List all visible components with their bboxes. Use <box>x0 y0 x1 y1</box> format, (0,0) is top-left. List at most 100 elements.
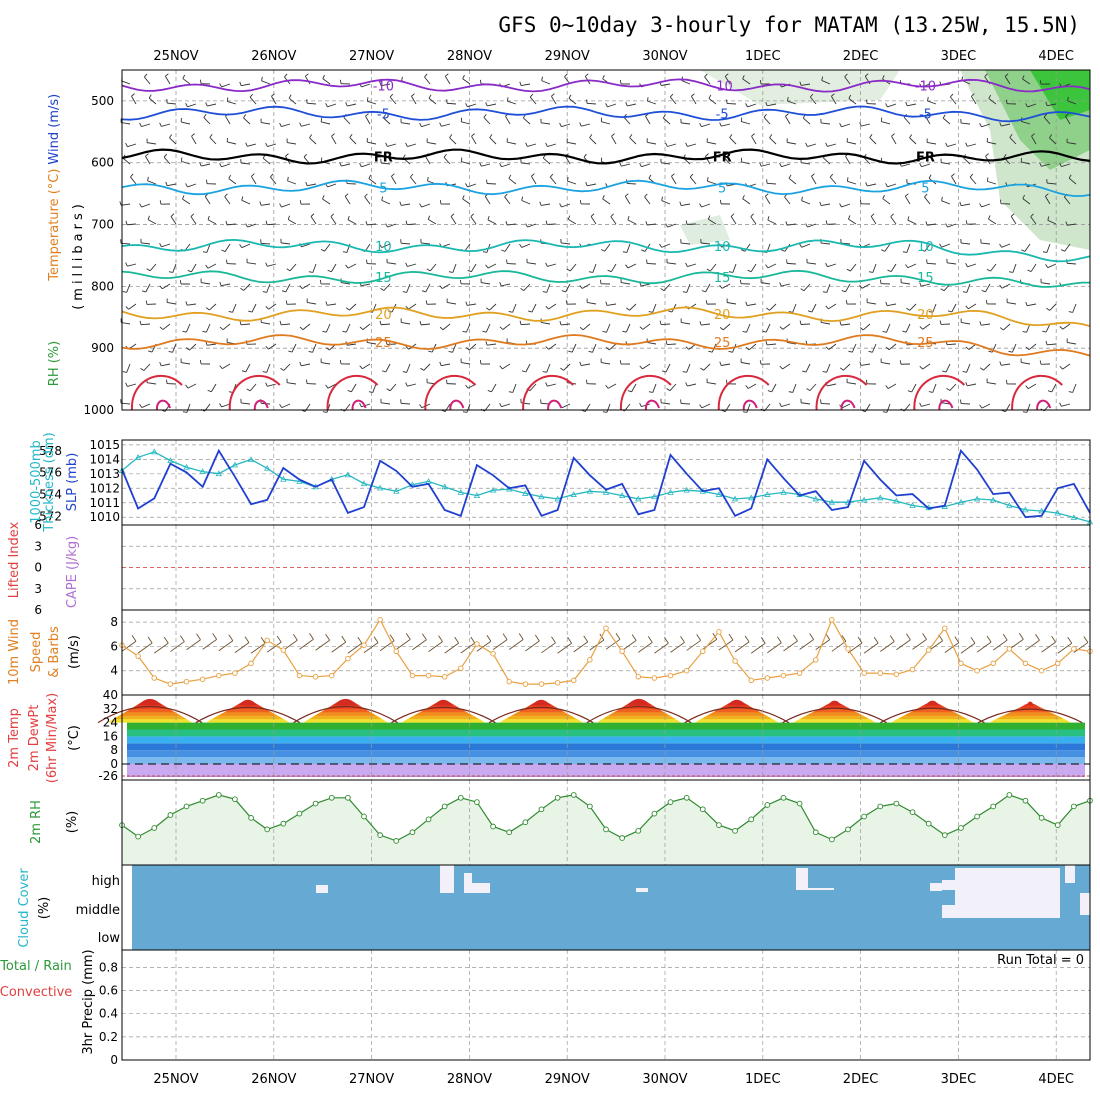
wind-barb-flag <box>825 220 828 225</box>
pressure-tick-label: 800 <box>91 279 114 293</box>
wind-barb <box>941 162 951 165</box>
wind-barb <box>383 283 391 291</box>
rh2m-point <box>441 803 448 810</box>
wind-barb <box>941 402 951 405</box>
wind-barb <box>301 243 311 248</box>
wind-barb <box>483 117 491 125</box>
wind-barb <box>467 103 477 108</box>
temp-hump-layer <box>918 702 947 709</box>
thickness-point <box>183 463 190 470</box>
wind-barb-flag <box>286 268 291 272</box>
upper-axis-title: RH (%)Temperature (°C)Wind (m/s) <box>47 94 62 386</box>
wind-barb-flag <box>465 384 469 389</box>
wind-barb-flag <box>745 346 750 351</box>
wind-barb <box>887 303 897 307</box>
wind-barb-flag <box>1047 390 1052 393</box>
wind-barb-flag <box>822 371 827 373</box>
wind-barb-flag <box>1049 134 1053 139</box>
wind10-speed-point <box>796 670 803 676</box>
wind-barb-flag <box>141 290 146 293</box>
wind-barb-flag <box>799 243 803 248</box>
wind-barb-flag <box>545 346 550 350</box>
thickness-point <box>489 486 497 493</box>
wind-barb <box>1046 243 1051 253</box>
rh2m-point <box>877 803 884 810</box>
rh2m-point <box>183 803 190 810</box>
wind-barb-flag <box>787 96 789 102</box>
wind-barb <box>701 203 711 208</box>
wind-barb-flag <box>467 269 472 273</box>
wind-barb-flag <box>728 271 733 273</box>
wind-barb <box>327 303 337 306</box>
wind10-barb-flag <box>1067 637 1073 644</box>
wind-barb <box>423 363 431 371</box>
wind-barb <box>207 103 217 107</box>
wind10-barb <box>702 638 718 650</box>
wind-barb-flag <box>1045 340 1048 345</box>
rh-shade-patch <box>680 215 730 245</box>
wind-barb <box>221 83 231 88</box>
wind-barb <box>905 323 911 333</box>
wind-barb <box>549 176 557 185</box>
wind-barb <box>981 323 991 326</box>
wind-barb <box>209 137 217 145</box>
precip-label-group: 3hr Precip (mm) <box>81 949 96 1054</box>
wind-barb-flag <box>380 287 385 291</box>
bottom-date-label: 28NOV <box>447 1072 492 1087</box>
wind-barb-flag <box>462 411 467 413</box>
wind-barb <box>425 156 431 165</box>
wind-barb <box>367 100 377 105</box>
wind-barb <box>1026 403 1031 413</box>
wind-barb-flag <box>385 142 388 147</box>
wind-barb <box>592 343 597 353</box>
temp-unit: (°C) <box>67 725 82 751</box>
li-tick-label: 6 <box>34 518 42 532</box>
wind-barb-flag <box>331 133 335 137</box>
wind-barb-flag <box>385 223 388 228</box>
cloud-gap <box>316 885 328 893</box>
temp-tick-label: 32 <box>103 702 118 716</box>
rh2m-point <box>1071 803 1077 810</box>
wind-barb <box>787 223 797 226</box>
wind-barb-flag <box>1039 360 1042 365</box>
wind-barb <box>981 123 991 128</box>
precip-tick-label: 0.8 <box>99 960 118 974</box>
wind-barb <box>172 343 177 353</box>
wind-barb <box>629 137 637 145</box>
wind-barb-flag <box>401 76 403 81</box>
wind-barb <box>381 83 391 87</box>
bottom-date-label: 4DEC <box>1038 1072 1074 1087</box>
wind-barb-flag <box>386 388 391 392</box>
wind10-speed-point <box>958 660 964 667</box>
wind-barb <box>732 263 737 273</box>
wind-barb-flag <box>1022 75 1025 80</box>
wind-barb-flag <box>661 196 663 201</box>
wind-barb <box>807 143 817 147</box>
wind-barb <box>761 282 771 285</box>
wind-barb-flag <box>439 361 442 366</box>
wind-barb <box>381 402 391 405</box>
pressure-tick-label: 600 <box>91 156 114 170</box>
wind10-speed-point <box>587 657 593 663</box>
wind10-barb-flag <box>486 635 492 642</box>
wind-barb-flag <box>627 216 630 221</box>
wind-barb <box>267 383 277 387</box>
wind-barb <box>1045 323 1051 333</box>
wind-barb-flag <box>907 216 910 221</box>
wind-barb <box>240 323 251 326</box>
wind-barb-flag <box>639 326 644 330</box>
wind-barb-flag <box>483 113 487 118</box>
wind-barb <box>327 383 337 389</box>
wind10-barb <box>154 642 169 654</box>
wind-barb-flag <box>239 320 242 325</box>
wind-barb <box>945 363 951 373</box>
temperature-contour <box>121 238 1091 263</box>
wind-barb <box>1028 383 1037 390</box>
contour-label: 20 <box>714 308 731 323</box>
precip-tick-label: 0 <box>110 1053 118 1067</box>
wind-barb-flag <box>699 321 702 326</box>
wind-barb-flag <box>767 216 770 221</box>
wind-barb-flag <box>402 371 407 373</box>
wind-barb <box>967 383 977 387</box>
wind-barb <box>322 78 331 85</box>
